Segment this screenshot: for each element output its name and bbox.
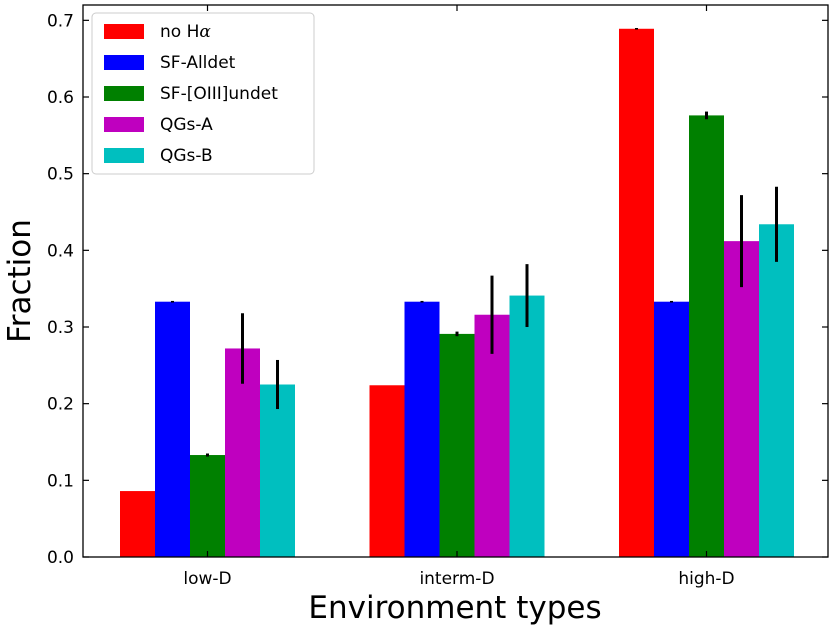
bar-qgs-a-interm-d: [474, 314, 510, 557]
bar-sf-alldet-low-d: [155, 301, 190, 557]
x-tick-label: high-D: [678, 569, 734, 589]
legend-swatch-qgs-a: [104, 117, 144, 132]
y-tick-label: 0.1: [47, 471, 74, 491]
bars-layer: [120, 28, 794, 558]
legend-label-no-h: no Hα: [160, 22, 211, 42]
legend-box: [91, 12, 315, 175]
bar-sf-alldet-interm-d: [404, 301, 440, 557]
bar-sf-oiii-undet-high-d: [689, 115, 724, 558]
bar-qgs-b-high-d: [759, 224, 794, 557]
bar-no-h-low-d: [120, 491, 155, 557]
x-tick-label: low-D: [183, 569, 231, 589]
error-bars-layer: [171, 28, 778, 457]
bar-no-h-interm-d: [369, 385, 405, 557]
y-axis-title: Fraction: [2, 219, 38, 343]
plot-frame: [82, 4, 829, 558]
x-axis: low-D interm-D high-D: [183, 5, 735, 589]
y-axis: 0.0 0.1 0.2 0.3 0.4 0.5 0.6 0.7: [47, 11, 828, 568]
bar-sf-oiii-undet-interm-d: [439, 333, 475, 557]
legend-swatch-qgs-b: [104, 148, 144, 163]
legend-swatch-sf-oiii-undet: [104, 86, 144, 101]
legend-label-sf-oiii-undet: SF-[OIII]undet: [160, 84, 278, 104]
y-tick-label: 0.6: [47, 88, 74, 108]
bar-qgs-b-low-d: [260, 384, 295, 557]
bar-qgs-b-interm-d: [509, 295, 545, 557]
y-tick-label: 0.5: [47, 165, 74, 185]
legend-label-sf-alldet: SF-Alldet: [160, 53, 236, 73]
legend-swatch-no-h: [104, 24, 144, 39]
legend-label-qgs-b: QGs-B: [160, 146, 213, 166]
bar-qgs-a-high-d: [724, 241, 759, 557]
bar-sf-oiii-undet-low-d: [190, 455, 225, 557]
x-axis-title: Environment types: [308, 590, 601, 626]
bar-sf-alldet-high-d: [654, 301, 689, 557]
y-tick-label: 0.2: [47, 395, 74, 415]
legend: no Hα SF-Alldet SF-[OIII]undet QGs-A QGs-B: [91, 12, 315, 175]
legend-swatch-sf-alldet: [104, 55, 144, 70]
y-tick-label: 0.7: [47, 11, 74, 31]
y-tick-label: 0.4: [47, 241, 74, 261]
bar-no-h-high-d: [619, 28, 654, 558]
x-tick-label: interm-D: [419, 569, 494, 589]
y-tick-label: 0.3: [47, 318, 74, 338]
legend-label-qgs-a: QGs-A: [160, 115, 213, 135]
y-tick-label: 0.0: [47, 548, 74, 568]
